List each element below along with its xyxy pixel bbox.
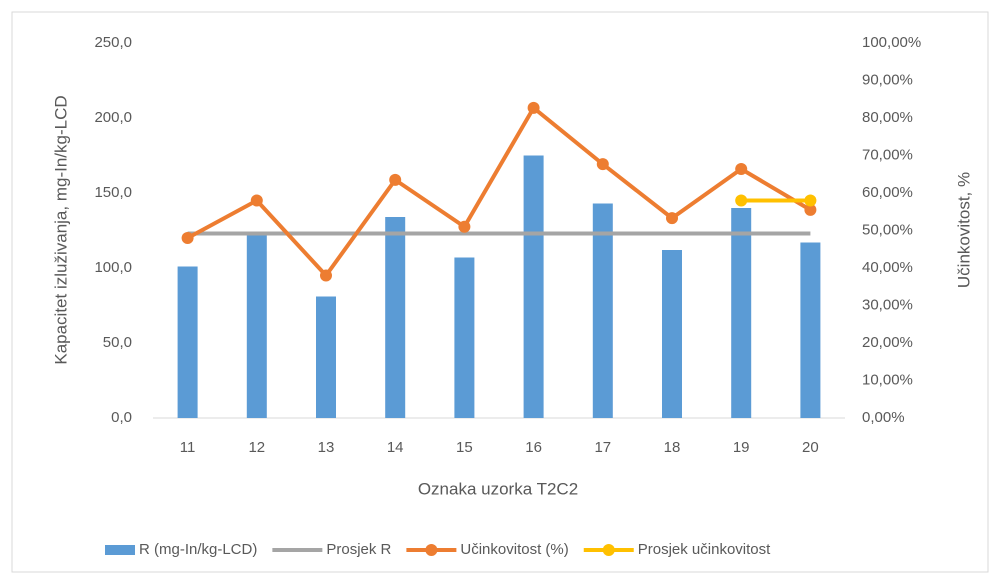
x-tick-label: 19 <box>733 439 750 456</box>
bar <box>316 296 336 418</box>
bar <box>731 208 752 418</box>
x-tick-label: 16 <box>525 439 542 456</box>
y2-tick-label: 40,00% <box>862 259 913 276</box>
x-tick-label: 13 <box>318 439 335 456</box>
legend-marker <box>602 544 615 556</box>
chart-frame <box>11 11 989 573</box>
bar <box>177 266 198 418</box>
line-marker <box>458 220 471 233</box>
bar <box>800 242 821 418</box>
line-marker <box>804 203 817 216</box>
y-tick-label: 250,0 <box>94 34 132 51</box>
bar <box>246 232 267 418</box>
line-marker <box>320 269 332 282</box>
y2-tick-label: 60,00% <box>862 184 913 201</box>
line-marker <box>181 232 194 244</box>
y2-tick-label: 50,00% <box>862 221 913 238</box>
y-tick-label: 200,0 <box>94 109 132 126</box>
y-tick-label: 0,0 <box>111 409 132 426</box>
y2-tick-label: 20,00% <box>862 334 913 351</box>
line-marker <box>804 194 817 207</box>
x-axis-title: Oznaka uzorka T2C2 <box>418 479 578 498</box>
line-marker <box>250 194 263 207</box>
x-tick-label: 17 <box>594 439 611 456</box>
x-tick-label: 14 <box>387 439 404 456</box>
bar <box>523 155 544 418</box>
bar <box>385 217 406 418</box>
y-tick-label: 50,0 <box>103 334 132 351</box>
bar <box>662 250 682 418</box>
bar <box>592 203 613 418</box>
y2-tick-label: 90,00% <box>862 71 913 88</box>
legend-marker <box>425 544 438 556</box>
x-tick-label: 15 <box>456 439 473 456</box>
legend-label: R (mg-In/kg-LCD) <box>139 541 257 558</box>
legend-label: Prosjek učinkovitost <box>638 541 771 558</box>
y2-tick-label: 0,00% <box>862 409 905 426</box>
line-marker <box>666 212 678 225</box>
y2-axis-title: Učinkovitost, % <box>954 172 973 288</box>
y-tick-label: 100,0 <box>94 259 132 276</box>
y2-tick-label: 80,00% <box>862 109 913 126</box>
y2-tick-label: 30,00% <box>862 296 913 313</box>
line-marker <box>389 173 402 186</box>
x-tick-label: 18 <box>664 439 681 456</box>
bar <box>454 257 475 418</box>
x-tick-label: 20 <box>802 439 819 456</box>
legend-swatch <box>105 545 135 555</box>
line <box>186 105 812 278</box>
x-tick-label: 11 <box>180 439 196 456</box>
legend-label: Prosjek R <box>326 541 391 558</box>
line-marker <box>735 194 748 207</box>
y-axis-title: Kapacitet izluživanja, mg-In/kg-LCD <box>51 95 70 364</box>
y2-tick-label: 100,00% <box>862 34 921 51</box>
line-marker <box>596 158 609 171</box>
legend-label: Učinkovitost (%) <box>460 541 568 558</box>
line-marker <box>527 101 540 114</box>
y2-tick-label: 10,00% <box>862 371 913 388</box>
y2-tick-label: 70,00% <box>862 146 913 163</box>
line-marker <box>735 163 748 175</box>
y-tick-label: 150,0 <box>94 184 132 201</box>
x-tick-label: 12 <box>248 439 265 456</box>
